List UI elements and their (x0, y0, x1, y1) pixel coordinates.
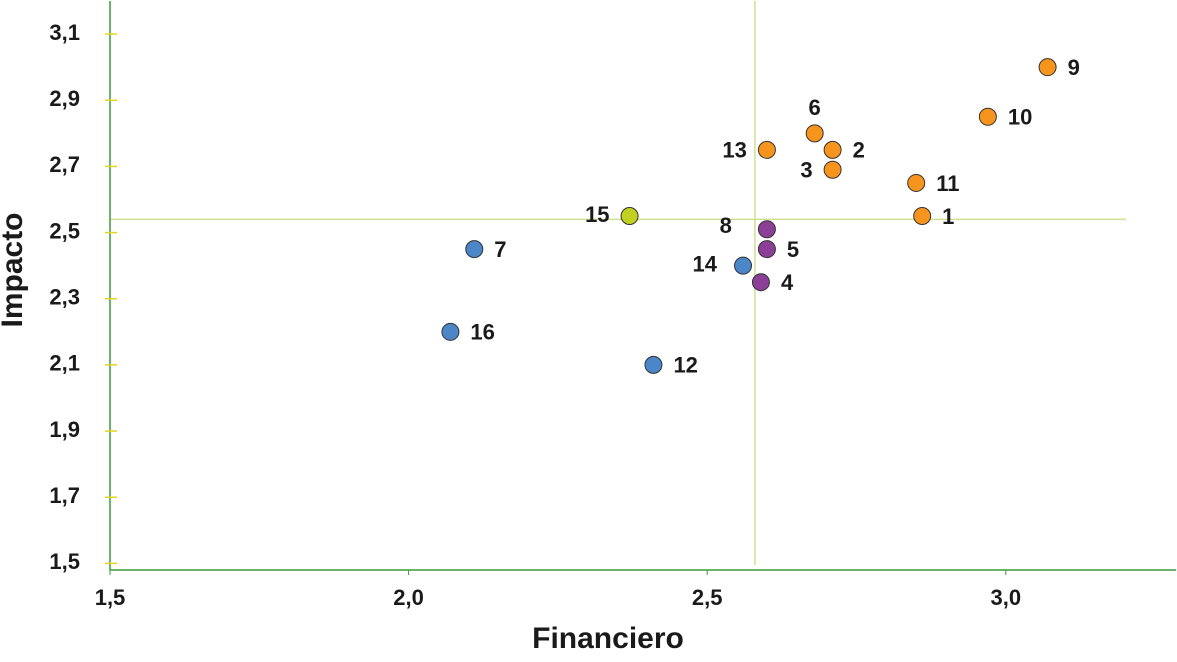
point-label: 16 (470, 320, 494, 345)
y-tick-label: 3,1 (49, 20, 80, 45)
point-label: 4 (781, 270, 794, 295)
point-label: 12 (673, 353, 697, 378)
point-label: 8 (720, 213, 732, 238)
y-tick-label: 2,9 (49, 86, 80, 111)
x-tick-label: 2,0 (393, 585, 424, 610)
point-label: 11 (936, 171, 959, 196)
point-label: 5 (787, 237, 799, 262)
y-axis-title: Impacto (0, 212, 29, 327)
point (465, 240, 484, 259)
point-label: 6 (809, 95, 821, 120)
point (805, 124, 824, 143)
point-label: 13 (722, 138, 746, 163)
point-label: 15 (585, 202, 609, 227)
x-axis-title: Financiero (532, 622, 684, 655)
point (913, 207, 932, 226)
point (441, 322, 460, 341)
point-label: 7 (494, 237, 506, 262)
point (644, 355, 663, 374)
x-tick-label: 2,5 (692, 585, 723, 610)
point (1038, 58, 1057, 77)
y-tick-label: 2,5 (49, 218, 80, 243)
x-tick-label: 3,0 (990, 585, 1021, 610)
point (978, 107, 997, 126)
point (757, 240, 776, 259)
point (751, 273, 770, 292)
x-tick-label: 1,5 (95, 585, 126, 610)
point-label: 10 (1008, 105, 1032, 130)
point (823, 160, 842, 179)
y-tick-label: 1,7 (49, 483, 80, 508)
y-tick-label: 2,7 (49, 152, 80, 177)
point (823, 140, 842, 159)
point (757, 220, 776, 239)
point-label: 14 (693, 251, 718, 276)
point-label: 3 (800, 158, 812, 183)
point-label: 9 (1068, 55, 1080, 80)
y-tick-label: 1,5 (49, 549, 80, 574)
y-tick-label: 1,9 (49, 417, 80, 442)
point-label: 1 (942, 204, 954, 229)
point (620, 207, 639, 226)
point (907, 173, 926, 192)
y-tick-label: 2,3 (49, 285, 80, 310)
point (734, 256, 753, 275)
point-label: 2 (853, 138, 865, 163)
y-tick-label: 2,1 (49, 351, 80, 376)
point (757, 140, 776, 159)
